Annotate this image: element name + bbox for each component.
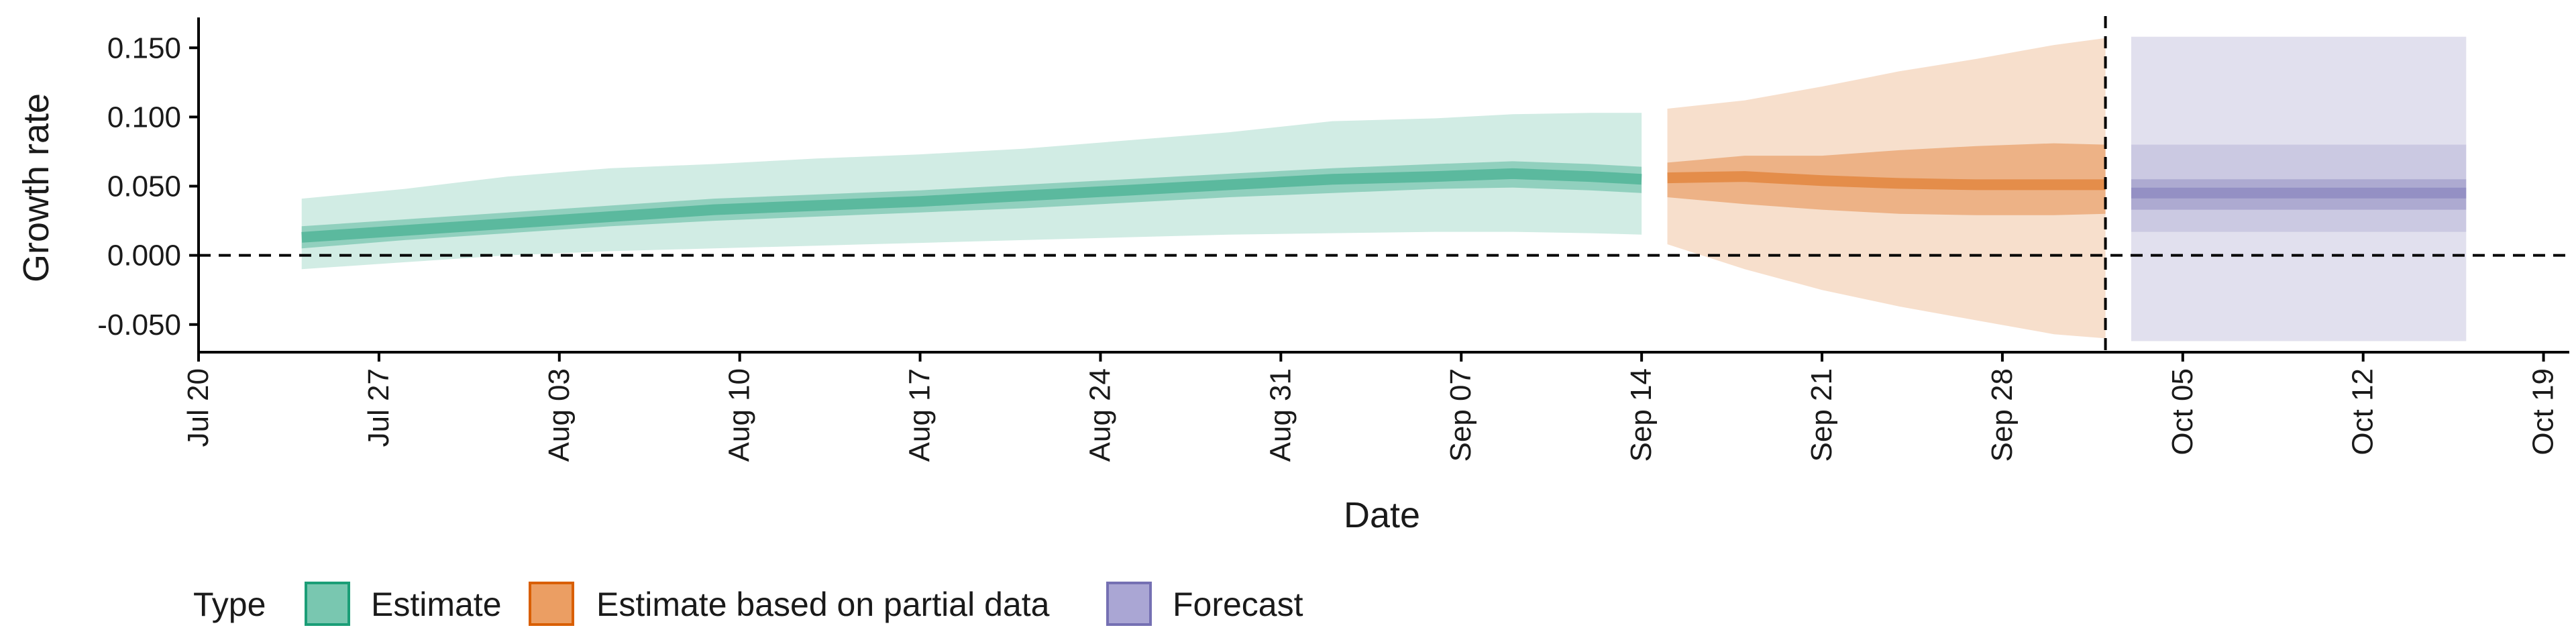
x-tick-label: Aug 24 [1084, 368, 1117, 462]
y-tick-label: 0.150 [107, 32, 181, 64]
x-tick-label: Aug 10 [723, 368, 756, 462]
ribbons-layer [301, 36, 2467, 341]
y-tick-label: 0.100 [107, 101, 181, 133]
x-tick-label: Oct 12 [2347, 368, 2379, 455]
y-tick-label: 0.050 [107, 170, 181, 203]
x-tick-label: Sep 21 [1805, 368, 1838, 462]
forecast-90-band [2131, 144, 2467, 232]
x-axis-title: Date [1344, 495, 1420, 535]
x-tick-label: Jul 20 [182, 368, 215, 447]
legend: Type Estimate Estimate based on partial … [193, 582, 1303, 626]
axes-layer: -0.050 0.000 0.050 0.100 0.150 Jul 20 Jul 27 Au… [97, 17, 2569, 462]
y-tick-label: -0.050 [97, 309, 181, 341]
x-tick-label: Aug 31 [1264, 368, 1297, 462]
forecast-50-band [2131, 179, 2467, 210]
estimate-based-on-partial-data-median-line [1667, 171, 2106, 191]
x-tick-label: Oct 05 [2166, 368, 2199, 455]
y-axis-title: Growth rate [16, 93, 56, 282]
x-tick-label: Aug 17 [904, 368, 936, 462]
legend-key-partial [529, 582, 574, 626]
y-tick-label: 0.000 [107, 239, 181, 272]
legend-key-forecast [1106, 582, 1152, 626]
estimate-90-band [301, 113, 1642, 270]
legend-title: Type [193, 586, 266, 623]
x-tick-label: Oct 19 [2527, 368, 2560, 455]
estimate-50-band [301, 161, 1642, 249]
x-tick-label: Sep 14 [1625, 368, 1658, 462]
forecast-outer-band [2131, 36, 2467, 341]
legend-label-forecast: Forecast [1173, 586, 1303, 623]
legend-label-partial: Estimate based on partial data [596, 586, 1050, 623]
estimate-median-line [301, 168, 1642, 243]
estimate-based-on-partial-data-90-band [1667, 38, 2106, 339]
x-tick-label: Aug 03 [543, 368, 576, 462]
estimate-based-on-partial-data-50-band [1667, 143, 2106, 215]
legend-label-estimate: Estimate [371, 586, 502, 623]
x-tick-label: Sep 07 [1444, 368, 1477, 462]
legend-key-estimate [305, 582, 350, 626]
reference-lines-layer [199, 16, 2569, 352]
x-tick-label: Sep 28 [1986, 368, 2019, 462]
x-tick-label: Jul 27 [362, 368, 395, 447]
